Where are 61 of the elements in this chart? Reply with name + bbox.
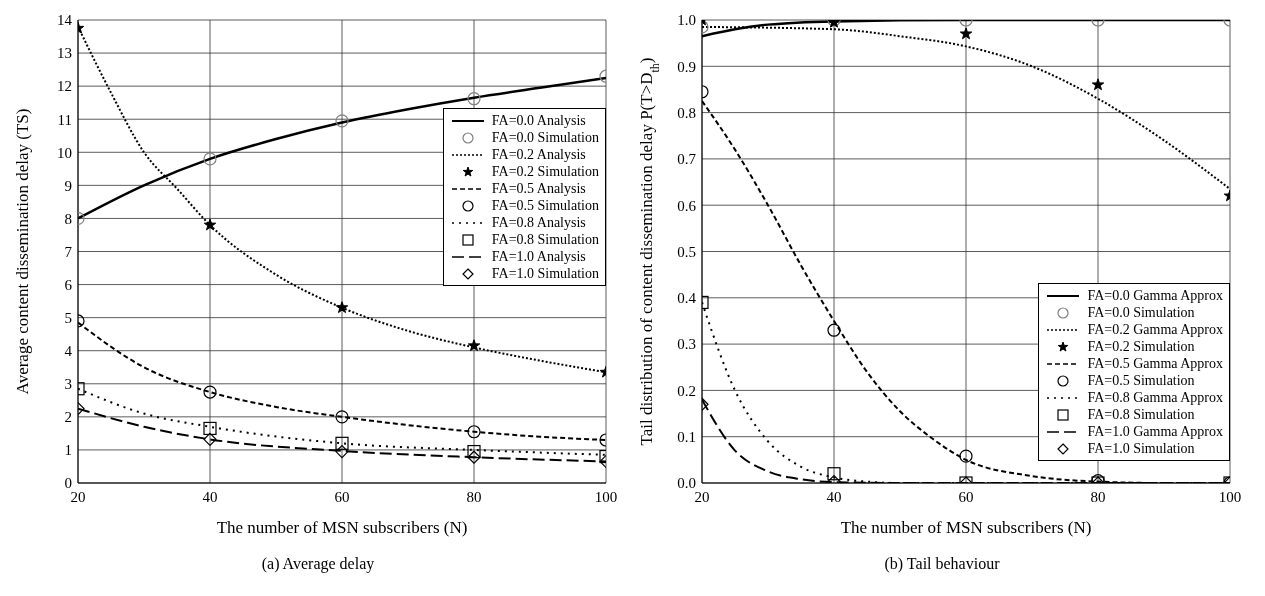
x-tick-label: 80 xyxy=(1090,488,1106,505)
y-tick-label: 0.0 xyxy=(677,475,696,492)
y-tick-label: 7 xyxy=(64,243,73,260)
legend-label: FA=0.5 Simulation xyxy=(1087,372,1195,389)
x-tick-label: 20 xyxy=(70,488,86,505)
text: (b) Tail behaviour xyxy=(883,555,1001,573)
legend-label: FA=1.0 Simulation xyxy=(1087,440,1195,457)
x-tick-label: 60 xyxy=(334,488,350,505)
legend-label: FA=1.0 Simulation xyxy=(491,265,599,282)
legend-label: FA=0.8 Gamma Approx xyxy=(1087,389,1223,406)
x-tick-label: 40 xyxy=(202,488,218,505)
x-axis-title: The number of MSN subscribers (N) xyxy=(216,518,468,537)
legend-label: FA=0.0 Simulation xyxy=(491,129,599,146)
x-tick-label: 100 xyxy=(1218,488,1242,505)
x-tick-label: 80 xyxy=(466,488,482,505)
x-axis-title: The number of MSN subscribers (N) xyxy=(840,518,1092,537)
y-tick-label: 0.3 xyxy=(677,336,696,353)
legend-label: FA=0.0 Simulation xyxy=(1087,304,1195,321)
y-tick-label: 0.5 xyxy=(677,243,696,260)
y-tick-label: 1 xyxy=(64,442,72,459)
y-tick-label: 11 xyxy=(57,111,72,128)
x-tick-label: 60 xyxy=(958,488,974,505)
legend-label: FA=0.5 Simulation xyxy=(491,197,599,214)
y-tick-label: 0.6 xyxy=(677,197,697,214)
y-tick-label: 5 xyxy=(64,309,72,326)
y-tick-label: 1.0 xyxy=(677,12,696,29)
legend-label: FA=0.8 Simulation xyxy=(1087,406,1195,423)
y-tick-label: 0.2 xyxy=(677,382,696,399)
y-tick-label: 12 xyxy=(57,78,72,95)
y-tick-label: 10 xyxy=(57,144,72,161)
legend-label: FA=0.0 Gamma Approx xyxy=(1087,287,1223,304)
y-tick-label: 3 xyxy=(64,376,72,393)
x-tick-label: 20 xyxy=(694,488,710,505)
y-tick-label: 14 xyxy=(57,12,73,29)
y-tick-label: 0 xyxy=(64,475,72,492)
legend-label: FA=0.2 Analysis xyxy=(491,146,586,163)
y-tick-label: 6 xyxy=(64,276,73,293)
x-tick-label: 100 xyxy=(594,488,618,505)
legend-label: FA=0.8 Simulation xyxy=(491,231,599,248)
y-tick-label: 0.1 xyxy=(677,429,696,446)
legend-label: FA=0.2 Simulation xyxy=(491,163,599,180)
legend-label: FA=0.8 Analysis xyxy=(491,214,586,231)
legend-label: FA=0.5 Analysis xyxy=(491,180,586,197)
y-tick-label: 9 xyxy=(64,177,72,194)
legend-label: FA=0.2 Gamma Approx xyxy=(1087,321,1223,338)
y-tick-label: 0.8 xyxy=(677,104,696,121)
legend-label: FA=0.2 Simulation xyxy=(1087,338,1195,355)
y-tick-label: 0.4 xyxy=(677,290,697,307)
y-tick-label: 2 xyxy=(64,409,72,426)
text: (a) Average delay xyxy=(260,555,376,573)
x-tick-label: 40 xyxy=(826,488,842,505)
y-axis-title: Average content dissemination delay (TS) xyxy=(13,108,32,395)
legend-label: FA=1.0 Gamma Approx xyxy=(1087,423,1223,440)
legend-label: FA=0.5 Gamma Approx xyxy=(1087,355,1223,372)
y-tick-label: 8 xyxy=(64,210,72,227)
y-tick-label: 13 xyxy=(57,45,72,62)
legend-label: FA=0.0 Analysis xyxy=(491,112,586,129)
y-tick-label: 4 xyxy=(64,343,73,360)
y-tick-label: 0.9 xyxy=(677,58,696,75)
y-tick-label: 0.7 xyxy=(677,151,697,168)
legend-label: FA=1.0 Analysis xyxy=(491,248,586,265)
